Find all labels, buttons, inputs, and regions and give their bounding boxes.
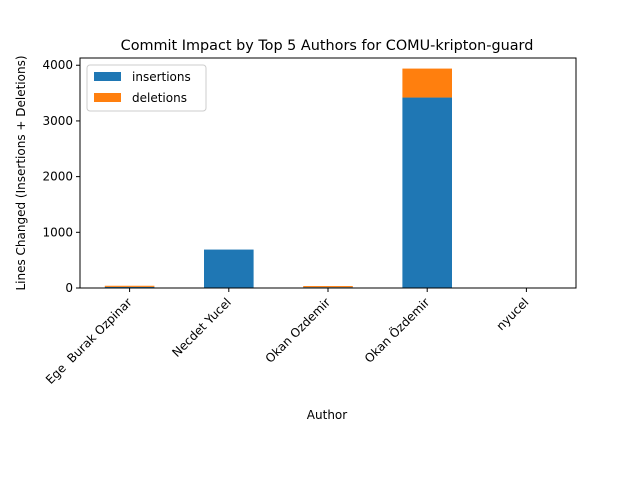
y-tick-label: 2000	[42, 170, 73, 184]
legend-label-deletions: deletions	[132, 91, 187, 105]
x-tick-label: Necdet Yucel	[169, 295, 234, 360]
chart-title: Commit Impact by Top 5 Authors for COMU-…	[121, 38, 534, 54]
bar-insertions	[104, 286, 155, 288]
bar-deletions	[104, 285, 155, 287]
plot-frame	[79, 57, 577, 289]
y-tick-label: 4000	[42, 58, 73, 72]
x-tick-label: Ege Burak Ozpinar	[43, 295, 135, 387]
bar-deletions	[303, 286, 353, 288]
x-tick-label: Okan Özdemir	[360, 294, 432, 366]
y-tick-label: 0	[65, 281, 73, 295]
x-axis-label: Author	[307, 408, 347, 422]
x-tick-label: Okan Ozdemir	[263, 295, 334, 366]
bar-insertions	[402, 97, 452, 289]
y-axis-label: Lines Changed (Insertions + Deletions)	[14, 55, 28, 290]
y-tick-label: 3000	[42, 114, 73, 128]
x-tick-label: nyucel	[494, 295, 532, 333]
y-tick-label: 1000	[42, 225, 73, 239]
legend-swatch-deletions	[94, 93, 121, 102]
legend-swatch-insertions	[94, 72, 121, 81]
bar-deletions	[402, 68, 452, 98]
legend-label-insertions: insertions	[132, 70, 191, 84]
legend: insertions deletions	[86, 64, 207, 112]
bar-insertions	[204, 249, 254, 288]
